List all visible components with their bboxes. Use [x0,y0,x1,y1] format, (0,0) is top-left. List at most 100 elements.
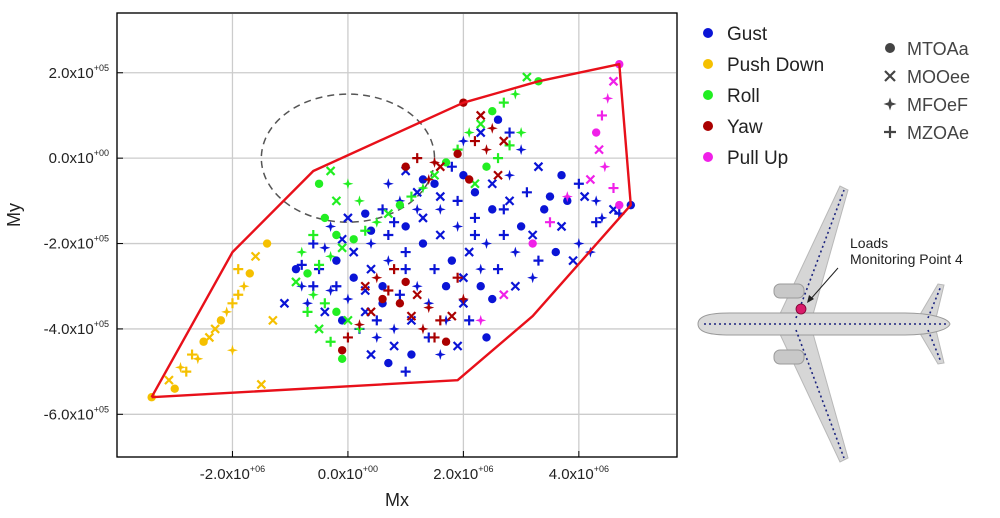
upper-engine [773,283,805,299]
data-point [361,209,370,218]
data-point [504,140,515,151]
data-point [447,311,457,321]
y-tick-label: 0.0x10+00 [49,148,109,167]
color-legend: Gust Push Down Roll Yaw Pull Up [703,24,824,169]
data-point [337,346,347,355]
data-point [378,282,387,291]
data-point [591,217,602,228]
data-point [343,315,353,326]
data-point [608,183,619,194]
data-point [447,256,457,265]
data-point [366,307,376,317]
data-point [545,192,555,201]
x-tick-label: 2.0x10+06 [433,464,493,483]
data-point [383,230,394,240]
data-point [417,182,429,194]
data-point [320,213,330,223]
data-point [394,289,405,300]
data-point [476,282,485,291]
data-point [342,293,354,305]
x-tick-mantissa: 4.0x10 [549,466,594,483]
y-axis-label: My [4,203,24,227]
data-point [475,110,486,121]
data-point [226,344,238,356]
data-point [296,259,307,270]
data-point [498,230,509,240]
aircraft-illustration: Loads Monitoring Point 4 [697,185,963,463]
y-axis-ticks: 2.0x10+050.0x10+00-2.0x10+05-4.0x10+05-6… [44,63,123,423]
data-point [204,332,215,343]
data-points [147,60,636,402]
data-point [441,337,451,346]
data-point [406,191,417,202]
data-point [435,230,446,240]
y-tick-exponent: +05 [94,234,109,244]
data-point [342,178,354,190]
data-point [314,324,324,334]
data-point [480,144,492,156]
data-point [187,349,198,360]
data-point [325,166,336,176]
data-point [227,298,238,309]
data-point [342,332,353,343]
y-tick-label: 2.0x10+05 [49,63,109,82]
data-point [395,200,405,210]
data-point [457,135,469,147]
data-point [389,217,400,228]
data-point [596,212,608,224]
marker-legend-label: MZOAe [907,123,969,143]
data-point [279,298,290,309]
data-point [411,203,423,215]
data-point [596,110,607,121]
data-point [389,264,400,275]
y-tick-mantissa: 0.0x10 [49,150,94,167]
data-point [475,119,486,129]
y-tick-mantissa: -4.0x10 [44,321,94,338]
y-tick-exponent: +00 [94,148,109,158]
data-point [250,251,261,262]
data-point [348,247,359,257]
annotation-arrow [808,267,839,302]
y-tick-mantissa: -2.0x10 [44,236,94,253]
data-point [366,264,376,274]
data-point [377,204,388,215]
data-point [475,263,487,275]
legend-item-push-down: Push Down [703,55,824,76]
data-point [615,200,624,210]
marker-legend-item-mtoaa: MTOAa [885,39,970,59]
data-point [303,269,312,278]
data-point [446,161,457,172]
data-point [307,289,319,301]
data-point [418,213,428,223]
data-point [429,332,440,343]
data-point [493,153,504,164]
data-point [499,136,509,146]
data-point [522,72,532,82]
data-point [382,178,394,190]
plot-border [116,12,678,458]
data-point [371,315,382,326]
data-point [319,298,330,309]
data-point [331,196,342,206]
data-point [498,97,509,108]
data-point [331,281,342,292]
data-point [527,230,538,240]
data-point [590,195,602,207]
data-point [493,115,503,124]
data-point [221,306,233,318]
data-point [434,349,446,361]
data-point [383,285,394,296]
x-tick-label: 4.0x10+06 [549,464,609,483]
data-point [332,230,341,240]
x-axis-ticks: -2.0x10+06 0.0x10+00 2.0x10+06 4.0x10+06 [200,451,609,483]
data-point [325,220,337,232]
data-point [192,353,204,365]
data-point [353,319,365,331]
data-point [349,273,358,282]
marker-legend-item-mzoae: MZOAe [884,123,969,143]
data-point [457,293,469,305]
data-point [395,299,405,308]
data-point [516,222,526,231]
data-point [320,307,330,317]
data-point [452,220,464,232]
